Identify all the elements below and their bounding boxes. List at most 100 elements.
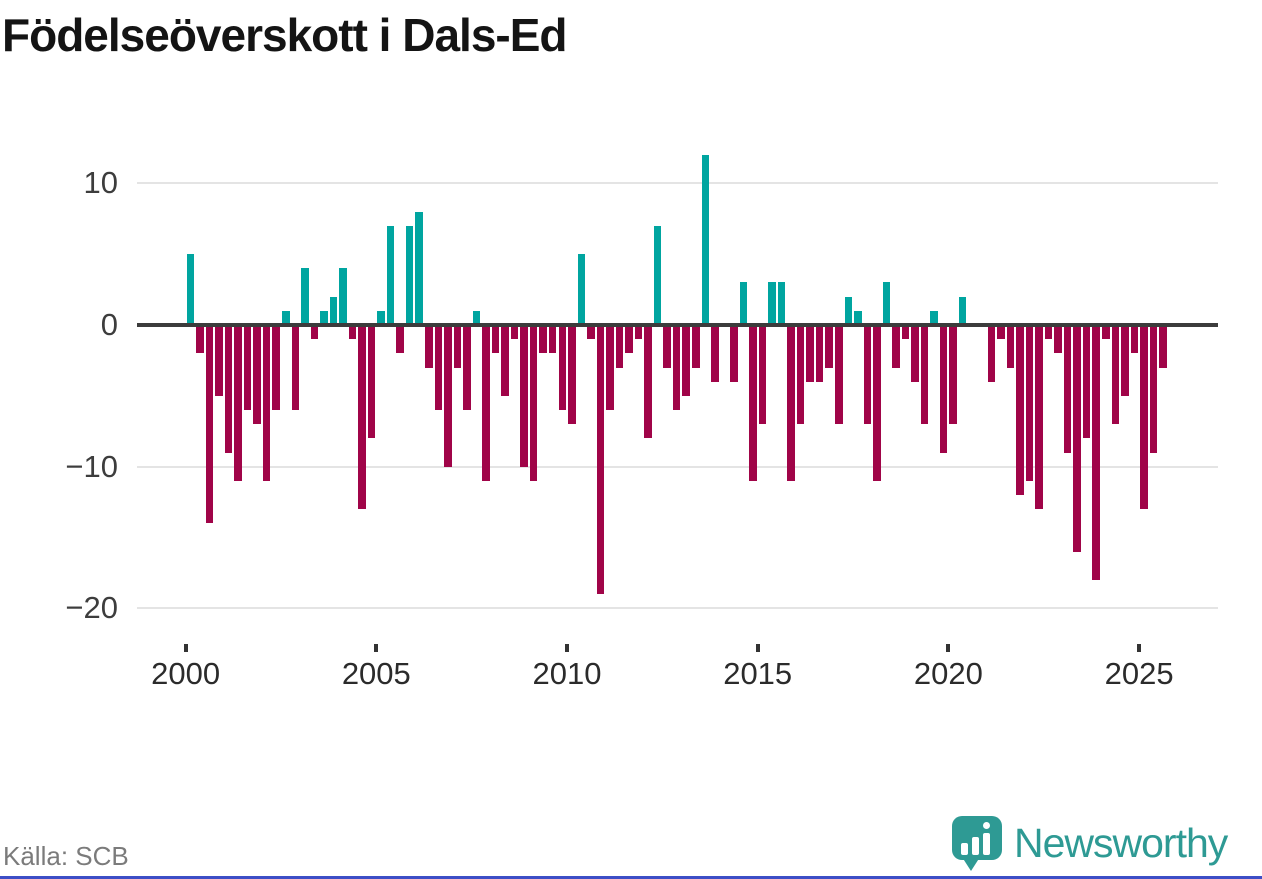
bar <box>892 325 900 368</box>
chart-title: Födelseöverskott i Dals-Ed <box>2 9 567 61</box>
bar <box>425 325 433 368</box>
bar <box>510 325 519 340</box>
bar <box>1054 325 1062 354</box>
bar <box>548 325 557 354</box>
y-axis-label: 10 <box>83 165 118 201</box>
bar <box>358 325 366 510</box>
bar <box>1102 325 1110 340</box>
bar <box>1044 325 1053 340</box>
bar <box>386 225 395 325</box>
x-axis-label: 2025 <box>1104 656 1174 691</box>
bar <box>215 325 223 396</box>
source-label: Källa: SCB <box>3 841 129 871</box>
bar <box>367 325 376 439</box>
bar <box>844 296 853 325</box>
bar <box>491 325 500 354</box>
footer-accent-line <box>0 876 1262 879</box>
bar <box>520 325 528 467</box>
y-axis-label: 0 <box>100 307 118 342</box>
bar <box>205 325 214 524</box>
bar <box>415 211 423 325</box>
bar <box>482 325 490 481</box>
x-axis-label: 2020 <box>913 656 983 691</box>
bar <box>768 282 776 325</box>
bar <box>730 325 738 382</box>
bar <box>634 325 643 340</box>
bar <box>863 325 872 425</box>
bar <box>568 325 576 425</box>
gridline <box>137 465 1218 468</box>
bar <box>1149 325 1158 453</box>
bar <box>1035 325 1043 510</box>
bar <box>596 325 605 595</box>
bar <box>558 325 566 411</box>
bar <box>911 325 919 382</box>
bar <box>1130 325 1139 354</box>
bar <box>1159 325 1167 368</box>
bar <box>1082 325 1091 439</box>
bar <box>615 325 624 368</box>
bar <box>711 325 719 382</box>
bar <box>272 325 280 411</box>
bar <box>930 310 938 325</box>
y-axis-label: −20 <box>65 590 118 626</box>
bar <box>873 325 881 481</box>
bar <box>758 325 767 425</box>
bar <box>396 325 404 354</box>
bar <box>692 325 700 368</box>
x-axis-tick <box>755 644 760 652</box>
bar <box>1016 325 1024 496</box>
bar <box>329 296 338 325</box>
bar <box>529 325 538 481</box>
bar <box>224 325 233 453</box>
bar <box>958 296 967 325</box>
bar <box>377 310 385 325</box>
bar <box>806 325 814 382</box>
bar <box>777 282 786 325</box>
bar <box>405 225 414 325</box>
gridline <box>137 182 1218 185</box>
bar <box>539 325 547 354</box>
bar <box>339 268 347 325</box>
bar <box>348 325 357 340</box>
x-axis-tick <box>946 644 951 652</box>
bar <box>1092 325 1100 581</box>
bar <box>606 325 614 411</box>
bar <box>282 310 290 325</box>
bar <box>587 325 595 340</box>
bar <box>825 325 833 368</box>
newsworthy-pin-icon <box>952 813 1002 873</box>
bar <box>949 325 957 425</box>
bar <box>625 325 633 354</box>
bar <box>301 268 309 325</box>
bar <box>997 325 1005 340</box>
x-axis-tick <box>565 644 569 652</box>
bar <box>882 282 891 325</box>
x-axis-label: 2000 <box>151 656 221 691</box>
bar <box>920 325 929 425</box>
bar <box>1025 325 1034 481</box>
bar <box>434 325 443 411</box>
bar <box>234 325 242 481</box>
bar <box>186 254 195 325</box>
bar <box>577 254 586 325</box>
gridline <box>137 607 1218 610</box>
brand-name: Newsworthy <box>1014 820 1228 866</box>
bar <box>701 154 710 325</box>
bar <box>243 325 252 411</box>
zero-axis-line <box>137 323 1218 327</box>
bar <box>196 325 204 354</box>
brand-logo: Newsworthy <box>952 813 1228 873</box>
bar <box>320 310 328 325</box>
bar <box>815 325 824 382</box>
bar <box>901 325 910 340</box>
bar <box>987 325 996 382</box>
x-axis-label: 2015 <box>723 656 793 691</box>
bar <box>262 325 271 481</box>
bar <box>1121 325 1129 396</box>
bar <box>854 310 862 325</box>
x-axis-label: 2010 <box>532 656 602 691</box>
x-axis-tick <box>183 644 188 652</box>
